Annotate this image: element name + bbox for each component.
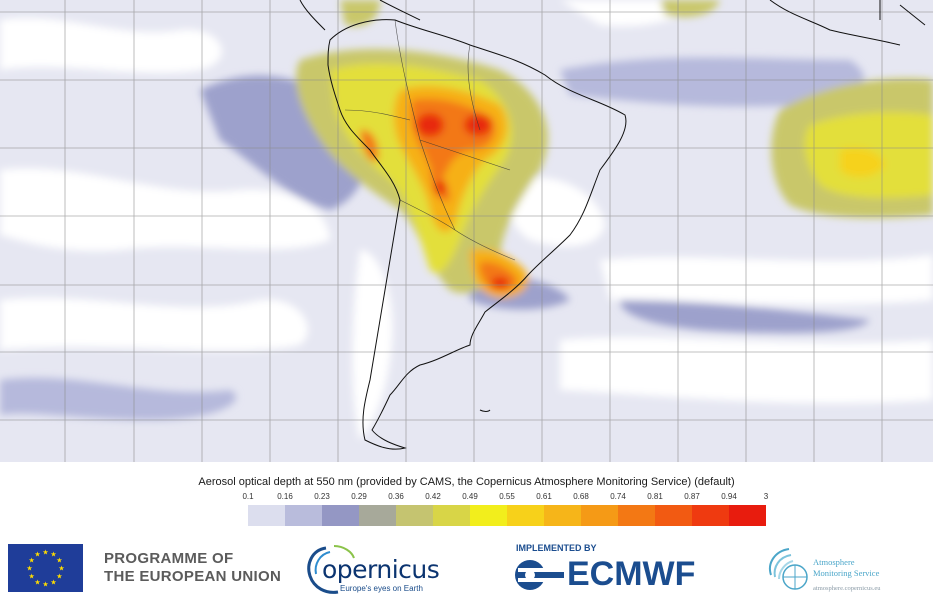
legend-ticks: 0.1 0.16 0.23 0.29 0.36 0.42 0.49 0.55 0.61 0.68 0… bbox=[242, 492, 769, 504]
legend-tick-label: 0.87 bbox=[684, 492, 700, 501]
legend-tick-label: 3 bbox=[763, 492, 769, 501]
legend-tick-label: 0.94 bbox=[721, 492, 737, 501]
svg-text:★: ★ bbox=[50, 551, 56, 559]
aerosol-field bbox=[0, 0, 933, 440]
legend-tick-label: 0.42 bbox=[425, 492, 441, 501]
legend-tick-label: 0.74 bbox=[610, 492, 626, 501]
legend-swatch bbox=[359, 505, 396, 526]
ecmwf-logo-icon bbox=[515, 560, 564, 590]
ams-name-line2: Monitoring Service bbox=[813, 568, 880, 578]
legend-tick-label: 0.68 bbox=[573, 492, 589, 501]
eu-programme-text: PROGRAMME OF THE EUROPEAN UNION bbox=[104, 550, 281, 586]
legend-colorbar bbox=[248, 505, 766, 526]
legend-swatch bbox=[433, 505, 470, 526]
legend-swatch bbox=[618, 505, 655, 526]
legend-swatch bbox=[729, 505, 766, 526]
legend-swatch bbox=[581, 505, 618, 526]
svg-text:★: ★ bbox=[28, 573, 34, 581]
legend-title: Aerosol optical depth at 550 nm (provide… bbox=[198, 476, 735, 488]
legend-tick-label: 0.81 bbox=[647, 492, 663, 501]
legend-tick-label: 0.49 bbox=[462, 492, 478, 501]
legend-swatch bbox=[544, 505, 581, 526]
copernicus-wordmark: opernicus bbox=[322, 555, 440, 584]
graticule bbox=[0, 0, 933, 462]
coastline bbox=[299, 0, 926, 450]
svg-text:★: ★ bbox=[58, 565, 64, 573]
legend-swatch bbox=[692, 505, 729, 526]
legend-tick-label: 0.16 bbox=[277, 492, 293, 501]
svg-text:★: ★ bbox=[42, 549, 48, 557]
legend-tick-label: 0.29 bbox=[351, 492, 367, 501]
legend-tick-label: 0.23 bbox=[314, 492, 330, 501]
implemented-by-label: IMPLEMENTED BY bbox=[516, 543, 597, 553]
svg-text:★: ★ bbox=[34, 551, 40, 559]
aerosol-map-canvas bbox=[0, 0, 933, 462]
country-borders bbox=[344, 19, 516, 261]
svg-text:★: ★ bbox=[56, 573, 62, 581]
legend-tick-label: 0.55 bbox=[499, 492, 515, 501]
legend-swatch bbox=[396, 505, 433, 526]
svg-text:★: ★ bbox=[34, 578, 40, 586]
legend-tick-label: 0.36 bbox=[388, 492, 404, 501]
footer-logos: ★ ★ ★ ★ ★ ★ ★ ★ ★ ★ ★ ★ PROGRAMME OF THE EUROPEA… bbox=[0, 537, 933, 601]
atmosphere-monitoring-logo-icon bbox=[769, 548, 808, 590]
eu-text-line2: THE EUROPEAN UNION bbox=[104, 568, 282, 585]
svg-text:★: ★ bbox=[28, 557, 34, 565]
legend-swatch bbox=[655, 505, 692, 526]
eu-text-line1: PROGRAMME OF bbox=[104, 550, 234, 567]
ams-name-line1: Atmosphere bbox=[813, 557, 855, 567]
eu-flag-icon: ★ ★ ★ ★ ★ ★ ★ ★ ★ ★ ★ ★ bbox=[8, 544, 83, 592]
legend-swatch bbox=[285, 505, 322, 526]
svg-text:★: ★ bbox=[56, 557, 62, 565]
aerosol-map bbox=[0, 0, 933, 462]
ams-name: Atmosphere Monitoring Service bbox=[813, 557, 903, 579]
legend-swatch bbox=[322, 505, 359, 526]
legend-tick-label: 0.61 bbox=[536, 492, 552, 501]
copernicus-logo-icon bbox=[307, 545, 355, 594]
svg-text:★: ★ bbox=[42, 581, 48, 589]
legend-swatch bbox=[507, 505, 544, 526]
color-legend: Aerosol optical depth at 550 nm (provide… bbox=[0, 462, 933, 537]
legend-swatch bbox=[470, 505, 507, 526]
legend-swatch bbox=[248, 505, 285, 526]
copernicus-tagline: Europe's eyes on Earth bbox=[340, 584, 423, 593]
ecmwf-wordmark: ECMWF bbox=[567, 555, 696, 593]
legend-tick-label: 0.1 bbox=[242, 492, 254, 501]
ams-url: atmosphere.copernicus.eu bbox=[813, 585, 881, 592]
svg-text:★: ★ bbox=[50, 578, 56, 586]
svg-text:★: ★ bbox=[26, 565, 32, 573]
